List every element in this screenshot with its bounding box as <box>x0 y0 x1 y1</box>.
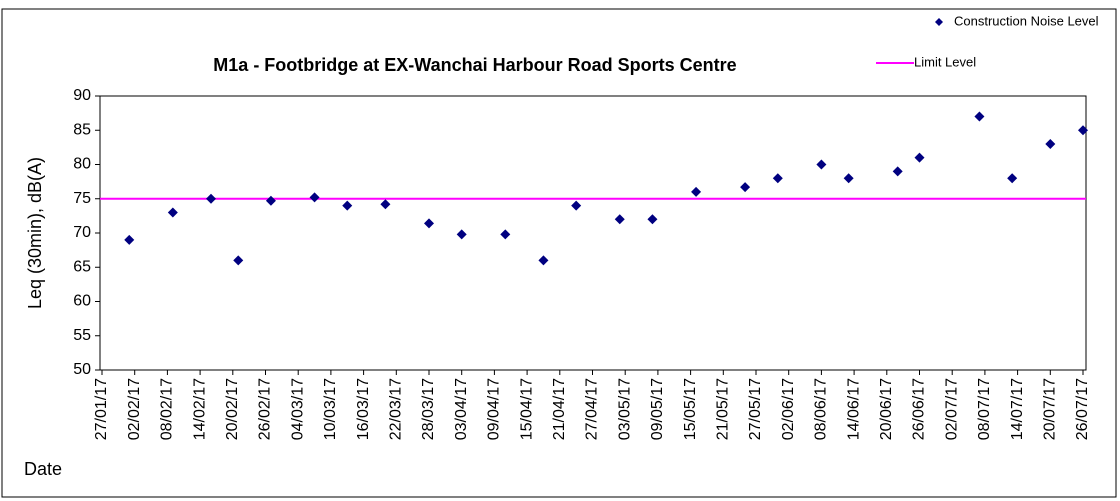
data-point <box>424 218 434 229</box>
data-point <box>206 193 216 204</box>
x-tick-label: 02/07/17 <box>943 378 960 440</box>
data-point <box>265 195 276 206</box>
x-tick-label: 14/06/17 <box>845 378 862 440</box>
data-point <box>456 229 467 240</box>
x-axis-label: Date <box>24 459 62 479</box>
x-tick-label: 08/06/17 <box>813 378 830 440</box>
x-tick-label: 14/07/17 <box>1009 378 1026 440</box>
data-point <box>1045 138 1056 149</box>
x-tick-label: 15/04/17 <box>518 378 535 440</box>
data-point <box>124 234 135 245</box>
x-tick-label: 14/02/17 <box>191 378 208 440</box>
data-point <box>816 159 827 170</box>
legend-label: Limit Level <box>914 54 976 69</box>
y-axis-label: Leq (30min), dB(A) <box>25 157 45 309</box>
x-tick-label: 20/07/17 <box>1042 378 1059 440</box>
x-tick-label: 26/07/17 <box>1074 378 1091 440</box>
x-tick-label: 27/01/17 <box>93 378 110 440</box>
data-point <box>691 186 702 197</box>
x-tick-label: 22/03/17 <box>388 378 405 440</box>
legend-label: Construction Noise Level <box>954 13 1099 28</box>
chart-border <box>1 8 1117 498</box>
x-tick-label: 27/05/17 <box>747 378 764 440</box>
y-tick-label: 80 <box>73 156 91 173</box>
x-tick-label: 09/05/17 <box>649 378 666 440</box>
data-point <box>233 255 244 266</box>
y-tick-label: 85 <box>73 121 91 138</box>
chart-title: M1a - Footbridge at EX-Wanchai Harbour R… <box>213 55 736 75</box>
x-tick-label: 21/04/17 <box>551 378 568 440</box>
x-tick-label: 15/05/17 <box>682 378 699 440</box>
x-tick-label: 02/06/17 <box>780 378 797 440</box>
x-tick-label: 02/02/17 <box>126 378 143 440</box>
x-tick-label: 09/04/17 <box>486 378 503 440</box>
y-tick-label: 50 <box>73 361 91 378</box>
data-point <box>892 166 903 177</box>
x-tick-label: 26/06/17 <box>911 378 928 440</box>
y-tick-label: 90 <box>73 87 91 104</box>
x-tick-label: 03/04/17 <box>453 378 470 440</box>
x-tick-label: 27/04/17 <box>584 378 601 440</box>
data-point <box>538 255 549 266</box>
x-tick-label: 21/05/17 <box>715 378 732 440</box>
x-tick-label: 10/03/17 <box>322 378 339 440</box>
x-tick-label: 03/05/17 <box>616 378 633 440</box>
data-point <box>1078 125 1088 136</box>
x-tick-label: 04/03/17 <box>289 378 306 440</box>
data-point <box>571 200 582 211</box>
y-tick-label: 60 <box>73 293 91 310</box>
data-point <box>974 111 985 122</box>
data-point <box>772 173 783 184</box>
y-tick-label: 70 <box>73 224 91 241</box>
x-tick-label: 08/07/17 <box>976 378 993 440</box>
x-tick-label: 08/02/17 <box>159 378 176 440</box>
data-point <box>380 199 391 210</box>
data-point <box>1007 173 1018 184</box>
legend-marker <box>935 18 943 26</box>
y-tick-label: 65 <box>73 258 91 275</box>
x-tick-label: 20/02/17 <box>224 378 241 440</box>
data-point <box>167 207 178 218</box>
x-tick-label: 26/02/17 <box>257 378 274 440</box>
x-tick-label: 28/03/17 <box>420 378 437 440</box>
data-point <box>740 182 751 193</box>
y-tick-label: 75 <box>73 190 91 207</box>
data-point <box>614 214 625 225</box>
x-tick-label: 20/06/17 <box>878 378 895 440</box>
data-point <box>914 152 925 163</box>
data-point <box>309 192 320 203</box>
data-point <box>342 200 353 211</box>
y-tick-label: 55 <box>73 327 91 344</box>
data-point <box>843 173 854 184</box>
x-tick-label: 16/03/17 <box>355 378 372 440</box>
data-point <box>647 214 658 225</box>
data-point <box>500 229 511 240</box>
